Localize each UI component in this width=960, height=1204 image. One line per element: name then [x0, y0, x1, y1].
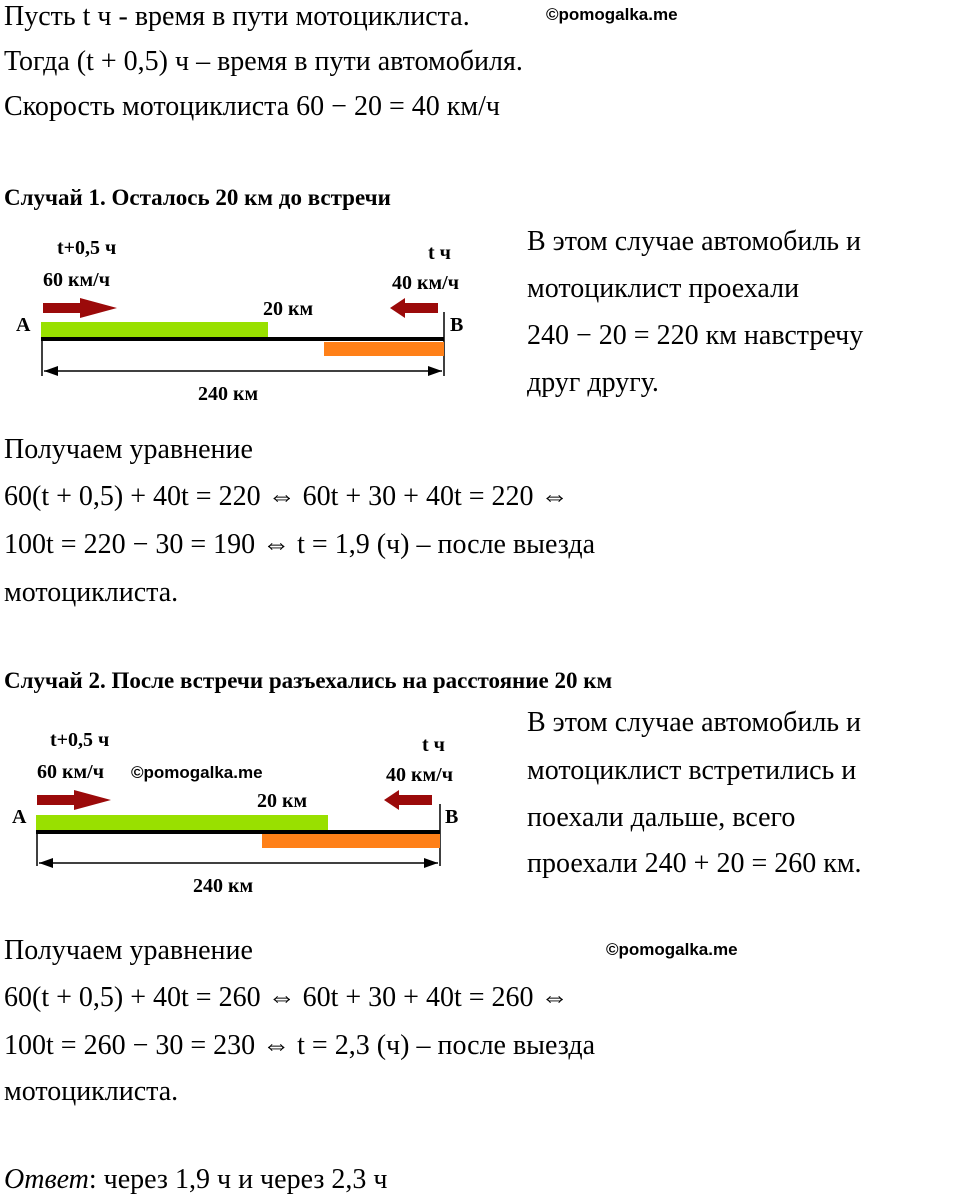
- car-speed: 60 км/ч: [43, 269, 110, 291]
- explanation-line: 240 − 20 = 220 км навстречу: [527, 320, 864, 351]
- moto-arrow-icon: [384, 790, 432, 810]
- solution-line: мотоциклиста.: [4, 577, 179, 608]
- explanation-line: В этом случае автомобиль и: [527, 707, 862, 738]
- equation-line: 100t = 220 − 30 = 190 ⇔ t = 1,9 (ч) – по…: [4, 529, 595, 560]
- case1-heading: Случай 1. Осталось 20 км до встречи: [4, 185, 391, 210]
- point-a: A: [16, 314, 31, 336]
- point-a: A: [12, 806, 27, 828]
- answer-text: : через 1,9 ч и через 2,3 ч: [88, 1164, 388, 1195]
- intro-line: Скорость мотоциклиста 60 − 20 = 40 км/ч: [4, 91, 500, 122]
- car-arrow-icon: [37, 790, 111, 810]
- equation-line: 60(t + 0,5) + 40t = 260 ⇔ 60t + 30 + 40t…: [4, 982, 569, 1013]
- point-b: B: [450, 314, 463, 336]
- case2-heading: Случай 2. После встречи разъехались на р…: [4, 668, 613, 693]
- gap-label: 20 км: [257, 790, 307, 812]
- answer-label: Ответ: [4, 1164, 89, 1195]
- explanation-line: поехали дальше, всего: [527, 802, 796, 833]
- moto-segment: [324, 342, 444, 356]
- road-line: [41, 337, 444, 341]
- moto-time: t ч: [428, 242, 451, 264]
- moto-segment: [262, 834, 440, 848]
- road-line: [36, 830, 440, 834]
- moto-speed: 40 км/ч: [386, 764, 453, 786]
- explanation-line: друг другу.: [527, 367, 659, 398]
- gap-label: 20 км: [263, 298, 313, 320]
- explanation-line: мотоциклист встретились и: [527, 755, 857, 786]
- case2-diagram: t+0,5 ч 60 км/ч t ч 40 км/ч 20 км A B 24…: [12, 729, 458, 897]
- case1-diagram: t+0,5 ч 60 км/ч t ч 40 км/ч 20 км A B 24…: [16, 237, 463, 405]
- solution-line: Получаем уравнение: [4, 935, 253, 966]
- watermark: ©pomogalka.me: [131, 763, 263, 782]
- car-time: t+0,5 ч: [50, 729, 109, 751]
- car-segment: [41, 322, 268, 337]
- answer-line: Ответ: через 1,9 ч и через 2,3 ч: [4, 1163, 387, 1197]
- solution-line: Получаем уравнение: [4, 434, 253, 465]
- explanation-line: В этом случае автомобиль и: [527, 226, 862, 257]
- car-segment: [36, 815, 328, 830]
- watermark: ©pomogalka.me: [546, 5, 678, 24]
- solution-line: мотоциклиста.: [4, 1076, 179, 1107]
- point-b: B: [445, 806, 458, 828]
- car-speed: 60 км/ч: [37, 761, 104, 783]
- car-arrow-icon: [43, 298, 117, 318]
- total-label: 240 км: [198, 383, 258, 405]
- moto-time: t ч: [422, 734, 445, 756]
- intro-line: Тогда (t + 0,5) ч – время в пути автомоб…: [4, 46, 523, 77]
- car-time: t+0,5 ч: [57, 237, 116, 259]
- moto-speed: 40 км/ч: [392, 272, 459, 294]
- equation-line: 100t = 260 − 30 = 230 ⇔ t = 2,3 (ч) – по…: [4, 1030, 595, 1061]
- explanation-line: мотоциклист проехали: [527, 273, 800, 304]
- total-label: 240 км: [193, 875, 253, 897]
- equation-line: 60(t + 0,5) + 40t = 220 ⇔ 60t + 30 + 40t…: [4, 481, 569, 512]
- explanation-line: проехали 240 + 20 = 260 км.: [527, 848, 862, 879]
- moto-arrow-icon: [390, 298, 438, 318]
- watermark: ©pomogalka.me: [606, 940, 738, 959]
- intro-line: Пусть t ч - время в пути мотоциклиста.: [4, 1, 470, 32]
